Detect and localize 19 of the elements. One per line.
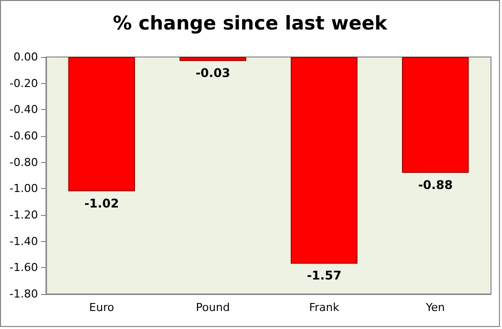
y-tick-label: -0.60 xyxy=(10,130,38,142)
data-label: -0.88 xyxy=(418,178,453,192)
y-tick-label: -1.00 xyxy=(10,182,38,196)
y-tick-label: -1.60 xyxy=(10,261,38,274)
y-tick-label: -0.40 xyxy=(10,103,38,116)
x-tick-label: Euro xyxy=(89,301,114,314)
x-tick-label: Frank xyxy=(309,301,340,314)
chart-title: % change since last week xyxy=(112,12,388,34)
y-tick-label: -0.80 xyxy=(10,156,38,169)
y-tick-label: -0.20 xyxy=(10,76,38,90)
data-label: -1.02 xyxy=(84,196,119,210)
data-label: -0.03 xyxy=(196,66,230,80)
x-tick-label: Pound xyxy=(196,301,230,314)
y-tick-label: -1.80 xyxy=(10,288,38,300)
data-label: -1.57 xyxy=(306,268,342,283)
y-tick-label: 0.00 xyxy=(14,50,38,64)
x-tick-label: Yen xyxy=(424,301,445,314)
y-tick-label: -1.40 xyxy=(10,234,38,248)
y-tick-label: -1.20 xyxy=(10,208,38,222)
